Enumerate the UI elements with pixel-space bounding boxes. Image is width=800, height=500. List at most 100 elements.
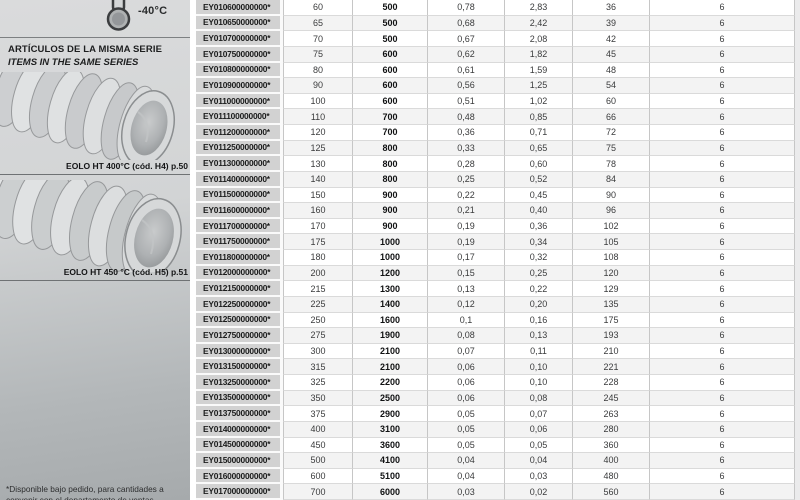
value-cell: 0,65 [505, 140, 573, 157]
value-cell: 6 [650, 125, 795, 141]
table-row: EY010800000000* 80 600 0,61 1,59 48 6 [196, 62, 795, 79]
product-code-cell: EY014500000000* [196, 437, 283, 454]
value-cell: 75 [573, 140, 650, 157]
value-cell: 0,04 [428, 468, 505, 485]
value-cell: 105 [573, 234, 650, 250]
value-cell: 6 [650, 203, 795, 219]
value-cell: 6 [650, 375, 795, 391]
value-cell: 0,06 [428, 390, 505, 407]
value-cell: 0,36 [428, 125, 505, 141]
diameter-cell: 80 [283, 62, 353, 79]
diameter-cell: 175 [283, 234, 353, 250]
table-row: EY011500000000* 150 900 0,22 0,45 90 6 [196, 187, 795, 204]
value-cell: 6 [650, 234, 795, 250]
table-row: EY010650000000* 65 500 0,68 2,42 39 6 [196, 15, 795, 32]
value-cell: 480 [573, 468, 650, 485]
diameter-cell: 125 [283, 140, 353, 157]
value-cell: 0,16 [505, 312, 573, 329]
product-code-cell: EY011300000000* [196, 156, 283, 172]
temperature-badge: -40°C [138, 5, 168, 17]
value-cell: 0,32 [505, 250, 573, 266]
product-code-cell: EY013500000000* [196, 390, 283, 407]
bold-value-cell: 1900 [353, 328, 428, 344]
value-cell: 0,71 [505, 125, 573, 141]
value-cell: 0,19 [428, 218, 505, 235]
related-item-caption-2: EOLO HT 450 °C (cód. H5) p.51 [63, 267, 188, 277]
value-cell: 0,15 [428, 265, 505, 282]
value-cell: 2,83 [505, 0, 573, 16]
table-row: EY011400000000* 140 800 0,25 0,52 84 6 [196, 171, 795, 188]
value-cell: 0,25 [505, 265, 573, 282]
diameter-cell: 65 [283, 15, 353, 32]
value-cell: 2,08 [505, 31, 573, 47]
value-cell: 48 [573, 62, 650, 79]
diameter-cell: 110 [283, 109, 353, 125]
value-cell: 280 [573, 421, 650, 438]
table-row: EY012150000000* 215 1300 0,13 0,22 129 6 [196, 281, 795, 297]
product-code-cell: EY011750000000* [196, 234, 283, 250]
value-cell: 6 [650, 62, 795, 79]
value-cell: 6 [650, 187, 795, 204]
value-cell: 0,13 [505, 328, 573, 344]
value-cell: 0,45 [505, 187, 573, 204]
table-row: EY012500000000* 250 1600 0,1 0,16 175 6 [196, 312, 795, 329]
bold-value-cell: 2100 [353, 359, 428, 375]
table-row: EY010900000000* 90 600 0,56 1,25 54 6 [196, 78, 795, 94]
value-cell: 0,22 [505, 281, 573, 297]
table-row: EY011600000000* 160 900 0,21 0,40 96 6 [196, 203, 795, 219]
bold-value-cell: 500 [353, 0, 428, 16]
bold-value-cell: 2100 [353, 343, 428, 360]
value-cell: 175 [573, 312, 650, 329]
product-code-cell: EY013150000000* [196, 359, 283, 375]
value-cell: 0,05 [428, 421, 505, 438]
value-cell: 6 [650, 421, 795, 438]
page-right-margin [795, 0, 800, 500]
value-cell: 6 [650, 109, 795, 125]
product-code-cell: EY016000000000* [196, 468, 283, 485]
bold-value-cell: 2200 [353, 375, 428, 391]
bold-value-cell: 6000 [353, 484, 428, 500]
value-cell: 72 [573, 125, 650, 141]
value-cell: 1,82 [505, 46, 573, 63]
table-row: EY011100000000* 110 700 0,48 0,85 66 6 [196, 109, 795, 125]
value-cell: 228 [573, 375, 650, 391]
diameter-cell: 450 [283, 437, 353, 454]
value-cell: 0,08 [505, 390, 573, 407]
product-code-cell: EY017000000000* [196, 484, 283, 500]
table-row: EY010750000000* 75 600 0,62 1,82 45 6 [196, 46, 795, 63]
value-cell: 6 [650, 437, 795, 454]
diameter-cell: 100 [283, 93, 353, 110]
product-code-cell: EY011400000000* [196, 171, 283, 188]
product-code-cell: EY011700000000* [196, 218, 283, 235]
diameter-cell: 60 [283, 0, 353, 16]
table-row: EY013500000000* 350 2500 0,06 0,08 245 6 [196, 390, 795, 407]
value-cell: 54 [573, 78, 650, 94]
related-item-caption-1: EOLO HT 400°C (cód. H4) p.50 [66, 161, 188, 171]
product-code-cell: EY011800000000* [196, 250, 283, 266]
bold-value-cell: 900 [353, 187, 428, 204]
bold-value-cell: 600 [353, 78, 428, 94]
value-cell: 6 [650, 78, 795, 94]
value-cell: 6 [650, 31, 795, 47]
table-row: EY011200000000* 120 700 0,36 0,71 72 6 [196, 125, 795, 141]
series-heading-es: ARTÍCULOS DE LA MISMA SERIE [8, 44, 162, 55]
value-cell: 6 [650, 453, 795, 469]
value-cell: 0,48 [428, 109, 505, 125]
table-row: EY015000000000* 500 4100 0,04 0,04 400 6 [196, 453, 795, 469]
diameter-cell: 225 [283, 296, 353, 313]
value-cell: 0,61 [428, 62, 505, 79]
value-cell: 0,06 [428, 359, 505, 375]
value-cell: 6 [650, 218, 795, 235]
value-cell: 0,51 [428, 93, 505, 110]
product-code-cell: EY010650000000* [196, 15, 283, 32]
value-cell: 0,36 [505, 218, 573, 235]
value-cell: 36 [573, 0, 650, 16]
value-cell: 0,28 [428, 156, 505, 172]
bold-value-cell: 1600 [353, 312, 428, 329]
value-cell: 0,10 [505, 359, 573, 375]
diameter-cell: 70 [283, 31, 353, 47]
bold-value-cell: 500 [353, 31, 428, 47]
diameter-cell: 250 [283, 312, 353, 329]
divider [0, 37, 190, 38]
table-row: EY010700000000* 70 500 0,67 2,08 42 6 [196, 31, 795, 47]
